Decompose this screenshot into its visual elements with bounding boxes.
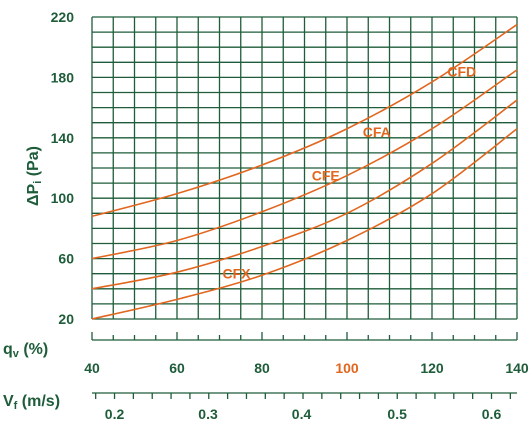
curve-label-cfa: CFA <box>363 124 391 140</box>
grid-horizontal-lines <box>92 16 517 320</box>
y-axis-tick-labels: 20 60 100 140 180 220 <box>51 9 75 327</box>
qv-tick-label: 120 <box>420 360 444 376</box>
y-tick-label: 220 <box>51 9 75 25</box>
curve-label-cfe: CFE <box>312 168 340 184</box>
curve-cfd <box>91 23 518 218</box>
qv-tick-label: 40 <box>84 360 100 376</box>
qv-axis: 40 60 80 100 120 140 <box>84 332 529 376</box>
y-tick-label: 60 <box>58 251 74 267</box>
y-tick-label: 180 <box>51 69 75 85</box>
vf-tick-label: 0.5 <box>387 406 407 422</box>
qv-tick-label: 80 <box>254 360 270 376</box>
qv-axis-title: qv (%) <box>3 341 48 360</box>
vf-tick-label: 0.6 <box>482 406 502 422</box>
curve-cfx <box>91 128 518 320</box>
vf-tick-label: 0.2 <box>105 406 125 422</box>
vf-axis: 0.2 0.3 0.4 0.5 0.6 <box>92 392 517 422</box>
y-axis-title: ΔPi (Pa) <box>25 146 44 206</box>
curve-label-cfx: CFX <box>223 266 252 282</box>
curves <box>91 23 518 320</box>
vf-axis-title: Vf (m/s) <box>3 393 60 412</box>
curve-cfa <box>91 69 518 260</box>
curve-labels: CFD CFA CFE CFX <box>223 63 477 281</box>
vf-tick-label: 0.3 <box>198 406 218 422</box>
qv-tick-label: 100 <box>335 360 359 376</box>
y-tick-label: 20 <box>58 311 74 327</box>
y-tick-label: 100 <box>51 190 75 206</box>
qv-tick-label: 140 <box>505 360 529 376</box>
y-tick-label: 140 <box>51 130 75 146</box>
curve-label-cfd: CFD <box>447 63 476 79</box>
qv-tick-label: 60 <box>169 360 185 376</box>
curve-cfe <box>91 99 518 290</box>
vf-tick-label: 0.4 <box>292 406 312 422</box>
